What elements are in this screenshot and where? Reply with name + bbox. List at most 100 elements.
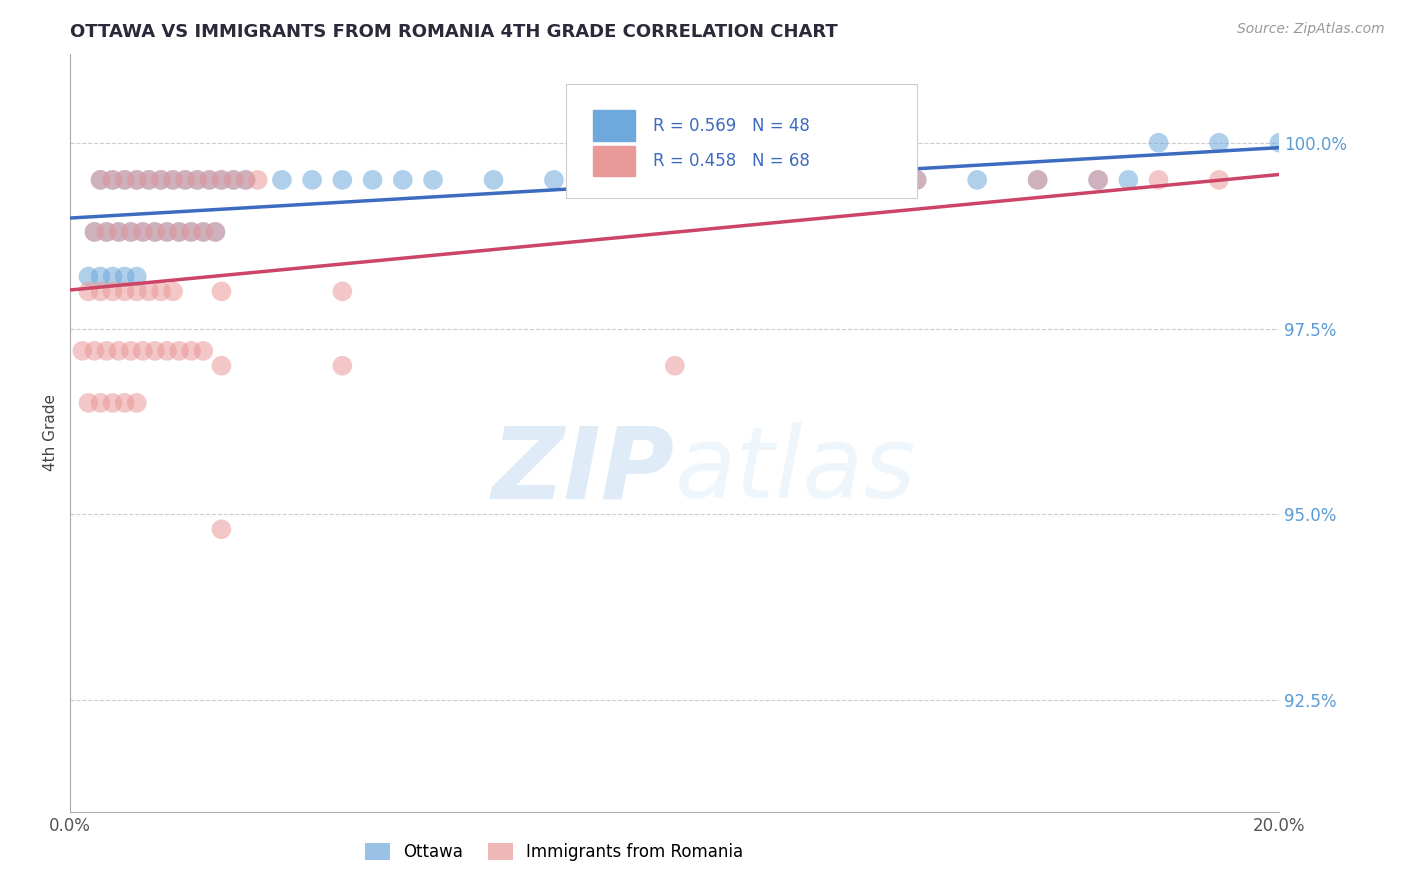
Point [905,173,928,187]
FancyBboxPatch shape [593,111,636,141]
Point [422,173,444,187]
Point [125,173,148,187]
Point [114,173,136,187]
Point [90,173,111,187]
Point [96,225,118,239]
Point [198,173,221,187]
Point [114,285,136,299]
Point [77,285,100,299]
Point [204,225,226,239]
Point [114,396,136,410]
Point [332,359,354,373]
Point [1268,136,1291,150]
Point [361,173,384,187]
Point [1208,173,1230,187]
Point [90,396,111,410]
Point [162,173,184,187]
Point [150,173,173,187]
Point [96,343,118,358]
Point [138,285,160,299]
Point [150,173,173,187]
Point [482,173,505,187]
Point [83,225,105,239]
Point [211,285,233,299]
Point [785,173,807,187]
Point [1087,173,1109,187]
Point [966,173,988,187]
Text: R = 0.458   N = 68: R = 0.458 N = 68 [654,153,810,170]
Point [204,225,226,239]
Point [211,173,233,187]
Point [156,225,179,239]
Point [1208,136,1230,150]
Point [138,173,160,187]
Point [162,285,184,299]
Text: atlas: atlas [675,422,917,519]
Point [120,343,142,358]
Point [222,173,245,187]
Point [156,343,179,358]
Point [101,269,124,284]
Point [603,173,626,187]
Point [167,225,190,239]
Point [1026,173,1049,187]
Point [211,173,233,187]
Point [332,285,354,299]
Point [107,343,129,358]
Text: OTTAWA VS IMMIGRANTS FROM ROMANIA 4TH GRADE CORRELATION CHART: OTTAWA VS IMMIGRANTS FROM ROMANIA 4TH GR… [70,23,838,41]
Point [211,359,233,373]
Point [138,173,160,187]
Point [1026,173,1049,187]
Point [186,173,208,187]
Point [180,225,202,239]
Point [125,173,148,187]
Point [114,173,136,187]
Point [125,285,148,299]
Point [125,269,148,284]
Point [101,173,124,187]
Point [391,173,415,187]
Point [90,269,111,284]
Point [90,173,111,187]
Point [664,359,686,373]
Point [162,173,184,187]
FancyBboxPatch shape [567,84,917,198]
Point [120,225,142,239]
Text: Source: ZipAtlas.com: Source: ZipAtlas.com [1237,22,1385,37]
Point [150,285,173,299]
Point [107,225,129,239]
Point [101,396,124,410]
Point [77,269,100,284]
Point [132,225,155,239]
Point [235,173,257,187]
Point [1147,173,1170,187]
Point [90,285,111,299]
Point [222,173,245,187]
Point [120,225,142,239]
Point [167,225,190,239]
Y-axis label: 4th Grade: 4th Grade [44,394,59,471]
Point [143,343,166,358]
FancyBboxPatch shape [593,146,636,177]
Point [107,225,129,239]
Point [180,225,202,239]
Text: ZIP: ZIP [492,422,675,519]
Point [132,343,155,358]
Point [664,173,686,187]
Point [156,225,179,239]
Point [1147,136,1170,150]
Point [1118,173,1140,187]
Point [193,225,215,239]
Point [174,173,197,187]
Point [270,173,294,187]
Point [186,173,208,187]
Point [125,396,148,410]
Point [72,343,94,358]
Point [77,396,100,410]
Point [198,173,221,187]
Point [83,225,105,239]
Point [246,173,269,187]
Point [132,225,155,239]
Point [905,173,928,187]
Point [193,225,215,239]
